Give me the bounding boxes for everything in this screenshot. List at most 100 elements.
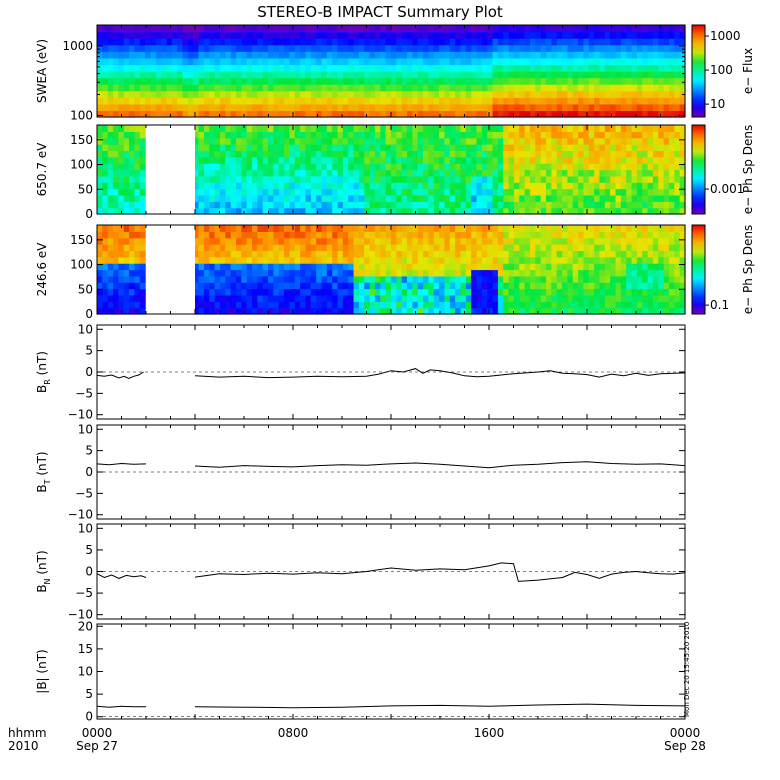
heatmap-cell xyxy=(551,207,558,215)
heatmap-cell xyxy=(583,225,590,232)
heatmap-cell xyxy=(123,131,130,139)
heatmap-cell xyxy=(567,156,574,164)
heatmap-cell xyxy=(626,307,633,315)
heatmap-cell xyxy=(465,244,472,252)
heatmap-cell xyxy=(620,182,627,190)
heatmap-cell xyxy=(497,97,504,105)
heatmap-cell xyxy=(129,194,136,202)
heatmap-cell xyxy=(433,263,440,271)
heatmap-cell xyxy=(572,231,579,239)
heatmap-cell xyxy=(572,137,579,145)
heatmap-cell xyxy=(364,163,371,171)
heatmap-cell xyxy=(209,103,216,112)
y-axis-label: 246.6 eV xyxy=(35,242,49,297)
y-tick-label: −5 xyxy=(75,386,93,400)
heatmap-cell xyxy=(615,175,622,183)
heatmap-cell xyxy=(262,194,269,202)
heatmap-cell xyxy=(556,169,563,177)
heatmap-cell xyxy=(342,282,349,290)
heatmap-cell xyxy=(631,77,638,85)
heatmap-cell xyxy=(332,256,339,264)
heatmap-cell xyxy=(246,294,253,302)
heatmap-cell xyxy=(129,201,136,209)
heatmap-cell xyxy=(647,84,654,92)
heatmap-cell xyxy=(626,90,633,98)
heatmap-cell xyxy=(439,207,446,215)
heatmap-cell xyxy=(166,64,173,72)
heatmap-cell xyxy=(252,25,258,33)
heatmap-cell xyxy=(268,250,274,258)
heatmap-cell xyxy=(562,31,568,39)
heatmap-cell xyxy=(273,31,280,39)
heatmap-cell xyxy=(150,110,157,118)
heatmap-cell xyxy=(97,51,103,59)
heatmap-cell xyxy=(97,64,103,72)
heatmap-cell xyxy=(374,307,381,315)
heatmap-cell xyxy=(471,44,478,52)
heatmap-cell xyxy=(129,175,136,183)
heatmap-cell xyxy=(123,144,130,152)
heatmap-cell xyxy=(230,225,237,232)
heatmap-cell xyxy=(455,225,462,232)
heatmap-cell xyxy=(113,269,119,277)
heatmap-cell xyxy=(460,301,467,309)
heatmap-cell xyxy=(278,31,285,39)
heatmap-cell xyxy=(209,97,216,105)
heatmap-cell xyxy=(139,131,146,139)
heatmap-cell xyxy=(631,110,638,118)
heatmap-cell xyxy=(337,156,344,164)
heatmap-cell xyxy=(572,156,579,164)
heatmap-cell xyxy=(588,57,595,66)
heatmap-cell xyxy=(647,31,654,39)
heatmap-cell xyxy=(284,237,291,245)
heatmap-cell xyxy=(219,84,226,92)
heatmap-cell xyxy=(487,90,494,98)
heatmap-cell xyxy=(620,103,627,112)
heatmap-cell xyxy=(546,144,552,152)
heatmap-cell xyxy=(599,97,606,105)
heatmap-cell xyxy=(620,188,627,196)
heatmap-cell xyxy=(471,225,478,232)
heatmap-cell xyxy=(476,110,483,118)
heatmap-cell xyxy=(107,77,114,85)
heatmap-cell xyxy=(396,188,403,196)
heatmap-cell xyxy=(332,263,339,271)
heatmap-cell xyxy=(252,90,258,98)
heatmap-cell xyxy=(342,188,349,196)
heatmap-cell xyxy=(546,269,552,277)
heatmap-cell xyxy=(572,269,579,277)
heatmap-cell xyxy=(529,64,536,72)
heatmap-cell xyxy=(246,282,253,290)
heatmap-cell xyxy=(364,90,371,98)
heatmap-cell xyxy=(219,103,226,112)
heatmap-cell xyxy=(449,64,456,72)
heatmap-cell xyxy=(326,150,333,158)
heatmap-cell xyxy=(465,282,472,290)
heatmap-cell xyxy=(326,97,333,105)
heatmap-cell xyxy=(316,137,323,145)
heatmap-cell xyxy=(374,31,381,39)
heatmap-cell xyxy=(102,31,109,39)
heatmap-cell xyxy=(578,269,585,277)
heatmap-cell xyxy=(604,256,611,264)
heatmap-cell xyxy=(417,110,424,118)
heatmap-cell xyxy=(529,57,536,66)
heatmap-cell xyxy=(460,77,467,85)
heatmap-cell xyxy=(524,288,531,296)
heatmap-cell xyxy=(519,288,526,296)
heatmap-cell xyxy=(652,163,659,171)
heatmap-cell xyxy=(305,288,312,296)
heatmap-cell xyxy=(546,38,552,46)
heatmap-cell xyxy=(134,156,141,164)
heatmap-cell xyxy=(588,269,595,277)
heatmap-cell xyxy=(588,256,595,264)
heatmap-cell xyxy=(529,44,536,52)
heatmap-cell xyxy=(588,31,595,39)
heatmap-cell xyxy=(369,282,376,290)
heatmap-cell xyxy=(380,44,387,52)
heatmap-cell xyxy=(546,90,552,98)
heatmap-cell xyxy=(385,201,392,209)
heatmap-cell xyxy=(214,97,221,105)
heatmap-cell xyxy=(513,137,520,145)
heatmap-cell xyxy=(417,144,424,152)
